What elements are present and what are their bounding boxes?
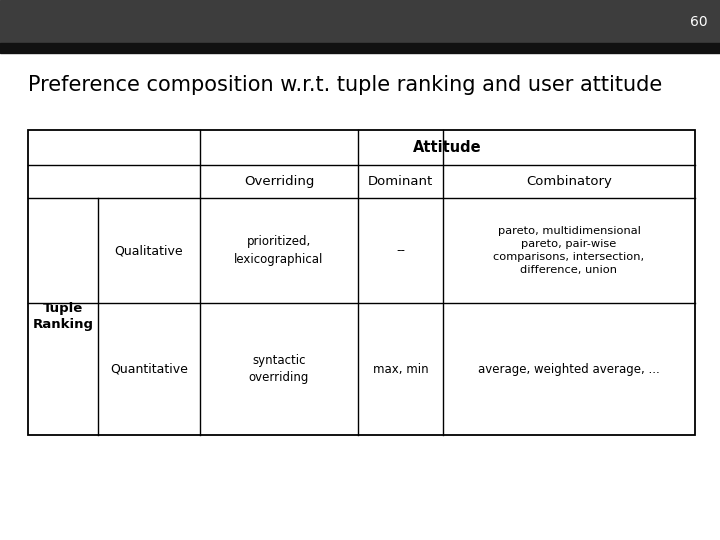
Text: Quantitative: Quantitative xyxy=(110,362,188,375)
Text: average, weighted average, ...: average, weighted average, ... xyxy=(478,362,660,375)
Bar xyxy=(0,0,720,43)
Text: Dominant: Dominant xyxy=(368,175,433,188)
Text: Preference composition w.r.t. tuple ranking and user attitude: Preference composition w.r.t. tuple rank… xyxy=(28,75,662,95)
Text: Tuple
Ranking: Tuple Ranking xyxy=(32,302,94,331)
Text: syntactic
overriding: syntactic overriding xyxy=(249,354,309,384)
Text: Qualitative: Qualitative xyxy=(114,244,184,257)
Bar xyxy=(0,43,720,53)
Text: Attitude: Attitude xyxy=(413,140,482,155)
Text: Combinatory: Combinatory xyxy=(526,175,612,188)
Text: Overriding: Overriding xyxy=(244,175,314,188)
Bar xyxy=(28,130,695,435)
Text: pareto, multidimensional
pareto, pair-wise
comparisons, intersection,
difference: pareto, multidimensional pareto, pair-wi… xyxy=(493,226,644,275)
Text: 60: 60 xyxy=(690,15,708,29)
Text: max, min: max, min xyxy=(373,362,428,375)
Text: --: -- xyxy=(396,244,405,257)
Text: prioritized,
lexicographical: prioritized, lexicographical xyxy=(234,235,324,266)
